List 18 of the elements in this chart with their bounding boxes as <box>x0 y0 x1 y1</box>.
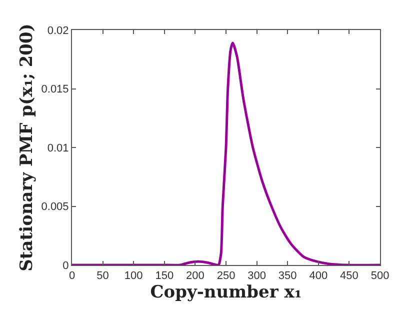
x-tick-label: 200 <box>186 270 204 282</box>
x-tick-label: 350 <box>278 270 297 282</box>
x-axis-title: Copy-number x₁ <box>150 282 302 303</box>
x-tick-label: 450 <box>340 270 358 282</box>
x-tick-label: 400 <box>309 270 328 282</box>
y-tick-label: 0.02 <box>47 24 69 37</box>
y-tick-label: 0.01 <box>47 142 69 154</box>
x-tick-label: 150 <box>155 270 174 282</box>
x-tick-label: 100 <box>124 270 143 282</box>
x-tick-label: 50 <box>96 270 109 282</box>
x-tick-label: 500 <box>370 270 390 282</box>
y-tick-label: 0.005 <box>41 201 69 214</box>
y-tick-label: 0 <box>62 260 69 272</box>
line-series <box>72 42 380 265</box>
y-axis-title: Stationary PMF p(x₁; 200) <box>16 24 37 272</box>
x-tick-label: 250 <box>216 270 236 282</box>
y-tick-label: 0.015 <box>41 84 69 96</box>
x-tick-label: 300 <box>248 270 266 282</box>
